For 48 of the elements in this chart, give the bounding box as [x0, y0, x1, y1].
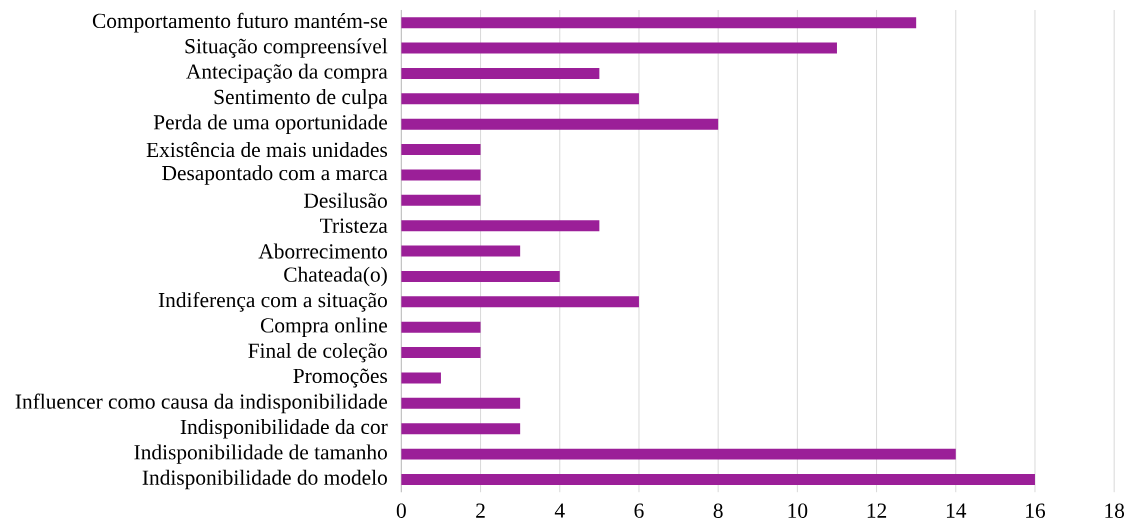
y-tick-label: Promoções — [293, 368, 388, 388]
bar — [401, 118, 719, 130]
bar — [401, 397, 521, 409]
bar — [401, 169, 481, 181]
y-tick-label: Indisponibilidade da cor — [180, 418, 388, 439]
y-tick-label: Sentimento de culpa — [214, 89, 388, 109]
x-tick-label: 12 — [867, 503, 887, 518]
x-tick-label: 6 — [634, 503, 644, 518]
x-tick-label: 16 — [1026, 503, 1046, 518]
x-tick-label: 18 — [1105, 503, 1125, 518]
bar — [401, 270, 560, 282]
y-tick-label: Indisponibilidade do modelo — [142, 469, 387, 490]
y-tick-label: Influencer como causa da indisponibilidade — [15, 393, 388, 414]
bar — [401, 448, 956, 460]
y-tick-label: Indisponibilidade de tamanho — [134, 444, 387, 464]
y-tick-label: Desapontado com a marca — [162, 165, 388, 185]
y-tick-label: Indiferença com a situação — [158, 291, 387, 312]
x-tick-label: 14 — [946, 503, 967, 518]
bar — [401, 194, 481, 206]
y-tick-label: Aborrecimento — [258, 243, 387, 259]
bar — [401, 144, 481, 155]
bar — [401, 220, 600, 232]
y-tick-label: Perda de uma oportunidade — [153, 114, 388, 134]
x-tick-label: 10 — [788, 503, 808, 518]
y-tick-label: Desilusão — [304, 192, 387, 208]
bar — [401, 321, 481, 333]
bar — [401, 296, 639, 308]
y-tick-label: Tristeza — [320, 218, 388, 233]
x-tick-label: 4 — [554, 503, 565, 518]
y-tick-label: Compra online — [260, 317, 388, 337]
y-tick-label: Situação compreensível — [185, 38, 388, 58]
bar — [401, 347, 481, 359]
y-tick-label: Existência de mais unidades — [146, 141, 388, 158]
y-tick-label: Antecipação da compra — [186, 63, 388, 84]
bar — [401, 93, 639, 105]
bar — [401, 423, 521, 435]
bar — [401, 42, 837, 54]
x-tick-label: 8 — [713, 503, 723, 518]
bar — [401, 67, 600, 79]
y-tick-label: Comportamento futuro mantém-se — [92, 12, 388, 33]
x-tick-label: 0 — [396, 503, 406, 518]
bar — [401, 372, 441, 384]
x-tick-label: 2 — [476, 503, 485, 518]
y-tick-label: Final de coleção — [248, 342, 387, 363]
bar — [401, 473, 1035, 485]
bar — [401, 245, 521, 257]
bar — [401, 17, 917, 29]
y-tick-label: Chateada(o) — [284, 266, 387, 287]
